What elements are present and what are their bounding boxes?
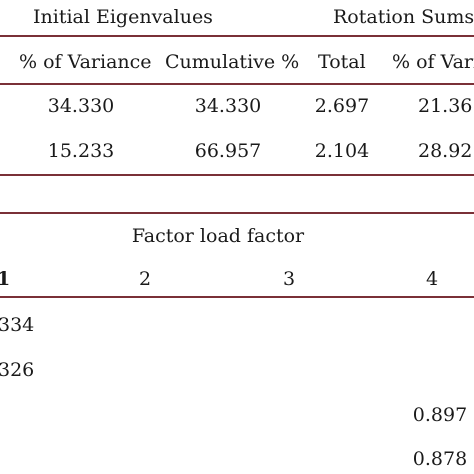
loading-table-title: Factor load factor xyxy=(131,225,305,247)
table-cell: 0.878 xyxy=(412,448,468,470)
table-cell: 21.36 xyxy=(418,95,473,117)
table-cell: 34.330 xyxy=(194,95,262,117)
table-cell: 15.233 xyxy=(47,140,115,162)
initial-eigenvalues-header: Initial Eigenvalues xyxy=(33,6,213,28)
column-header-percent-variance-rotation: % of Vari xyxy=(392,51,474,73)
factor-number-4: 4 xyxy=(425,268,439,290)
factor-number-3: 3 xyxy=(282,268,296,290)
loading-top-rule xyxy=(0,212,474,214)
column-header-cumulative: Cumulative % xyxy=(165,51,300,73)
table-cell: 28.92 xyxy=(418,140,473,162)
table-cell: 2.697 xyxy=(314,95,370,117)
rotation-sums-header: Rotation Sums c xyxy=(333,6,474,28)
loading-header-rule xyxy=(0,296,474,298)
table-cell: 34.330 xyxy=(47,95,115,117)
factor-number-1: 1 xyxy=(0,268,11,290)
header-rule xyxy=(0,35,474,37)
table-cell: 2.104 xyxy=(314,140,370,162)
column-header-percent-variance: % of Variance xyxy=(19,51,152,73)
factor-number-2: 2 xyxy=(138,268,152,290)
column-header-total: Total xyxy=(318,51,366,73)
table-cell: 66.957 xyxy=(194,140,262,162)
table-cell: 334 xyxy=(0,314,35,336)
table-cell: 326 xyxy=(0,359,35,381)
table-cell: 0.897 xyxy=(412,404,468,426)
column-header-rule xyxy=(0,83,474,85)
table-bottom-rule xyxy=(0,174,474,176)
